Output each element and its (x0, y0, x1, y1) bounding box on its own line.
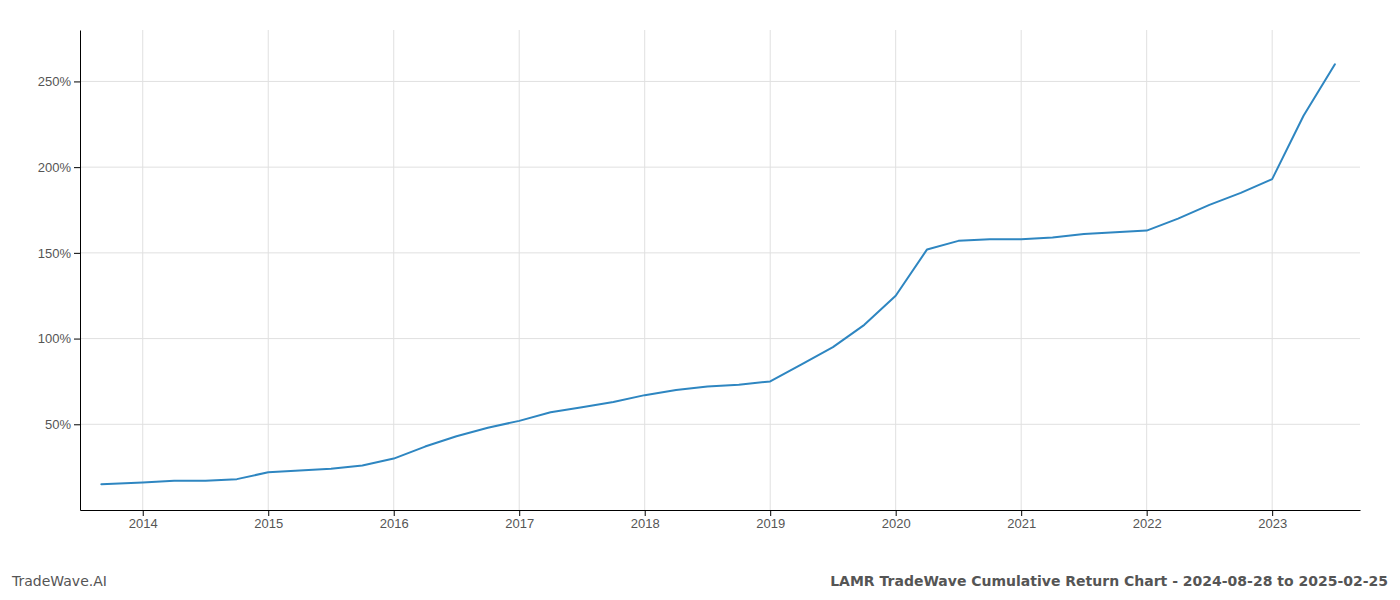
grid-line (1146, 30, 1147, 510)
axis-line (81, 510, 1361, 511)
grid-line (268, 30, 269, 510)
tick-mark (74, 167, 80, 168)
axis-line (80, 31, 81, 511)
tick: 2020 (882, 510, 911, 531)
grid-line (80, 252, 1360, 253)
tick-label: 2018 (631, 516, 660, 531)
tick: 2022 (1133, 510, 1162, 531)
tick-label: 200% (38, 160, 72, 175)
tick-mark (1272, 510, 1273, 516)
grid-line (1021, 30, 1022, 510)
tick-label: 2022 (1133, 516, 1162, 531)
grid (80, 30, 1360, 510)
tick: 2021 (1007, 510, 1036, 531)
tick-mark (519, 510, 520, 516)
line (101, 64, 1335, 484)
tick: 2018 (631, 510, 660, 531)
tick: 2019 (756, 510, 785, 531)
tick: 2015 (254, 510, 283, 531)
tick: 150% (38, 246, 80, 261)
chart: 2014 2015 2016 2017 2018 2019 2020 2021 2022 2023… (0, 0, 1400, 600)
tick-label: 2015 (254, 516, 283, 531)
tick-label: 2017 (505, 516, 534, 531)
y-axis: 50% 100% 150% 200% 250% (38, 31, 81, 511)
grid-line (80, 424, 1360, 425)
tick-mark (74, 253, 80, 254)
grid-line (80, 167, 1360, 168)
grid-line (770, 30, 771, 510)
grid-line (895, 30, 896, 510)
tick: 100% (38, 331, 80, 346)
tick: 2014 (129, 510, 158, 531)
title: LAMR TradeWave Cumulative Return Chart -… (830, 573, 1388, 589)
tick-mark (74, 339, 80, 340)
watermark: TradeWave.AI (11, 573, 107, 589)
tick-mark (1147, 510, 1148, 516)
tick-label: 150% (38, 246, 72, 261)
tick: 2023 (1258, 510, 1287, 531)
grid-line (1272, 30, 1273, 510)
tick: 2017 (505, 510, 534, 531)
grid-line (393, 30, 394, 510)
tick-mark (74, 424, 80, 425)
tick-label: 250% (38, 74, 72, 89)
tick-label: 2023 (1258, 516, 1287, 531)
grid-line (80, 338, 1360, 339)
x-axis: 2014 2015 2016 2017 2018 2019 2020 2021 2022 2023 (81, 510, 1361, 531)
tick-mark (74, 81, 80, 82)
tick-mark (645, 510, 646, 516)
tick-mark (770, 510, 771, 516)
tick-mark (394, 510, 395, 516)
tick-label: 2014 (129, 516, 158, 531)
grid-line (519, 30, 520, 510)
tick: 2016 (380, 510, 409, 531)
plot-area (101, 64, 1335, 484)
tick-mark (896, 510, 897, 516)
tick-label: 2019 (756, 516, 785, 531)
tick-label: 2020 (882, 516, 911, 531)
tick-mark (268, 510, 269, 516)
tick: 200% (38, 160, 80, 175)
tick: 250% (38, 74, 80, 89)
tick-mark (143, 510, 144, 516)
grid-line (644, 30, 645, 510)
tick-label: 100% (38, 331, 72, 346)
grid-line (80, 81, 1360, 82)
tick-label: 2016 (380, 516, 409, 531)
tick-label: 50% (45, 417, 71, 432)
tick-mark (1021, 510, 1022, 516)
tick: 50% (45, 417, 80, 432)
grid-line (142, 30, 143, 510)
tick-label: 2021 (1007, 516, 1036, 531)
